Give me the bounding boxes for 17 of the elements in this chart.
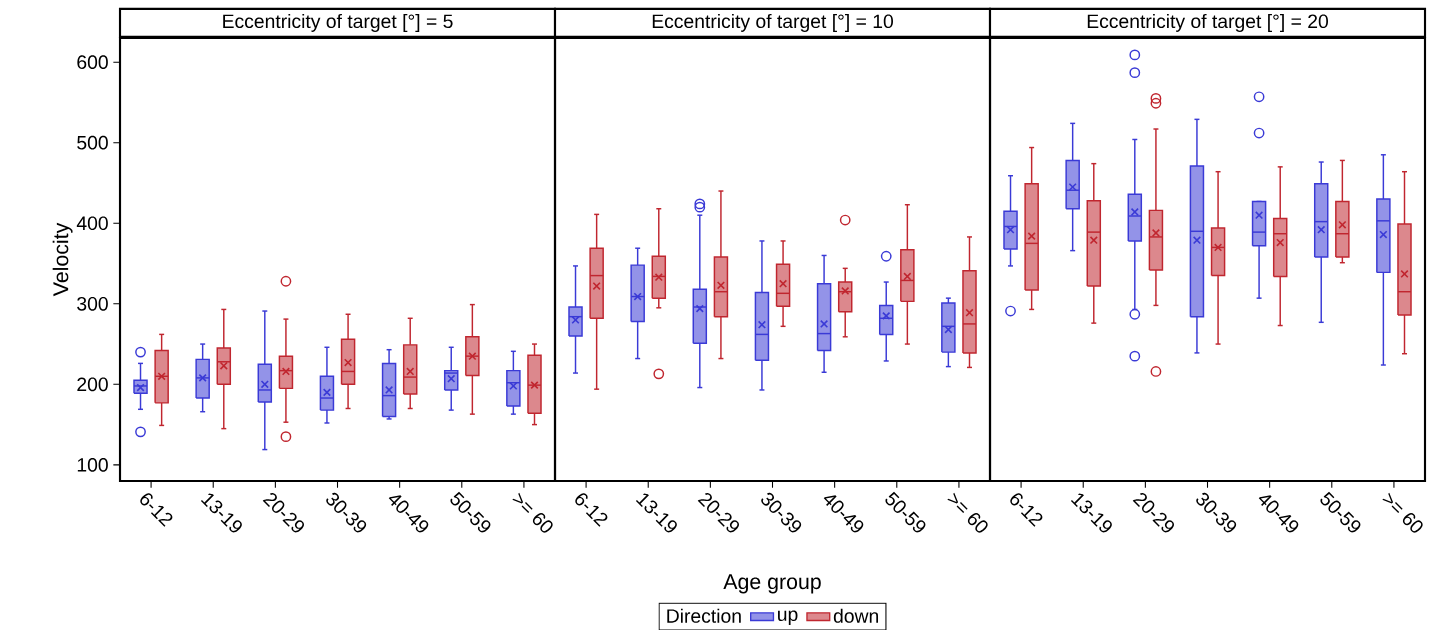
y-axis-title: Velocity (52, 222, 73, 297)
y-tick-label: 400 (76, 216, 108, 231)
y-tick-label: 500 (77, 135, 108, 150)
x-tick-label: >= 60 (1382, 492, 1423, 533)
chart-title: Eccentricity of target [°] = 20 (1087, 13, 1329, 32)
y-tick-label: 600 (77, 55, 108, 69)
chart-title: Eccentricity of target [°] = 5 (223, 13, 453, 32)
x-axis-title: Age group (723, 574, 821, 594)
x-tick-label: >= 60 (947, 492, 988, 533)
y-tick-label: 100 (77, 458, 108, 472)
legend-label: up (778, 610, 798, 625)
legend-label: down (833, 608, 878, 623)
legend-title: Direction (667, 608, 741, 623)
x-tick-label: >= 60 (512, 492, 553, 533)
y-tick-label: 200 (77, 377, 108, 392)
y-tick-label: 300 (77, 296, 108, 311)
chart-title: Eccentricity of target [°] = 10 (652, 13, 894, 32)
